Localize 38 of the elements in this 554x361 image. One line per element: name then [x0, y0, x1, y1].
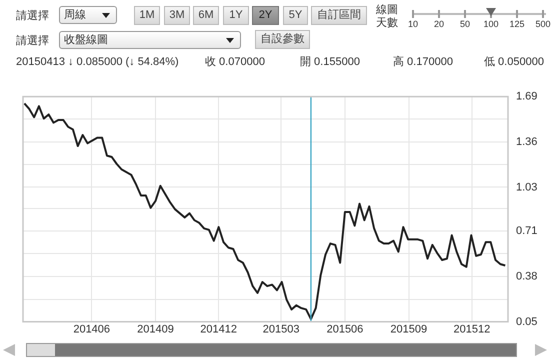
text: 天數 — [376, 16, 398, 30]
text: 2Y — [252, 6, 279, 25]
text: 20150413 ↓ 0.085000 (↓ 54.84%) — [16, 55, 179, 69]
text: 自設參數 — [255, 30, 310, 49]
x-tick-label: 201509 — [390, 323, 428, 336]
x-tick-label: 201503 — [262, 323, 300, 336]
y-tick-label: 1.69 — [516, 90, 538, 103]
text: 自訂區間 — [311, 6, 367, 25]
x-tick-label: 201506 — [326, 323, 364, 336]
text: 500 — [535, 19, 551, 29]
text: 低 0.050000 — [484, 55, 544, 69]
text: 1Y — [223, 6, 249, 25]
text: 高 0.170000 — [393, 55, 453, 69]
text: 50 — [460, 19, 470, 29]
text: 線圖 — [376, 3, 398, 17]
text: 20 — [434, 19, 444, 29]
text: 收盤線圖 — [64, 33, 108, 47]
text: 請選擇 — [16, 9, 49, 23]
y-tick-label: 0.05 — [516, 316, 538, 328]
text: 3M — [164, 6, 190, 25]
x-tick-label: 201409 — [137, 323, 174, 336]
text: 100 — [483, 19, 499, 29]
text: 開 0.155000 — [300, 55, 360, 69]
text: 請選擇 — [16, 34, 49, 48]
y-tick-label: 0.71 — [516, 225, 538, 238]
x-tick-label: 201512 — [454, 323, 490, 336]
y-tick-label: 0.38 — [516, 270, 538, 283]
y-tick-label: 1.03 — [516, 181, 538, 194]
text: 收 0.070000 — [205, 55, 265, 69]
text: 10 — [408, 19, 418, 29]
text: 周線 — [64, 8, 86, 22]
x-tick-label: 201412 — [200, 323, 238, 336]
text: 1M — [134, 6, 160, 25]
text: 6M — [193, 6, 219, 25]
text: 5Y — [283, 6, 308, 25]
y-tick-label: 1.36 — [516, 136, 538, 148]
x-tick-label: 201406 — [73, 323, 110, 336]
text: 125 — [509, 19, 525, 29]
